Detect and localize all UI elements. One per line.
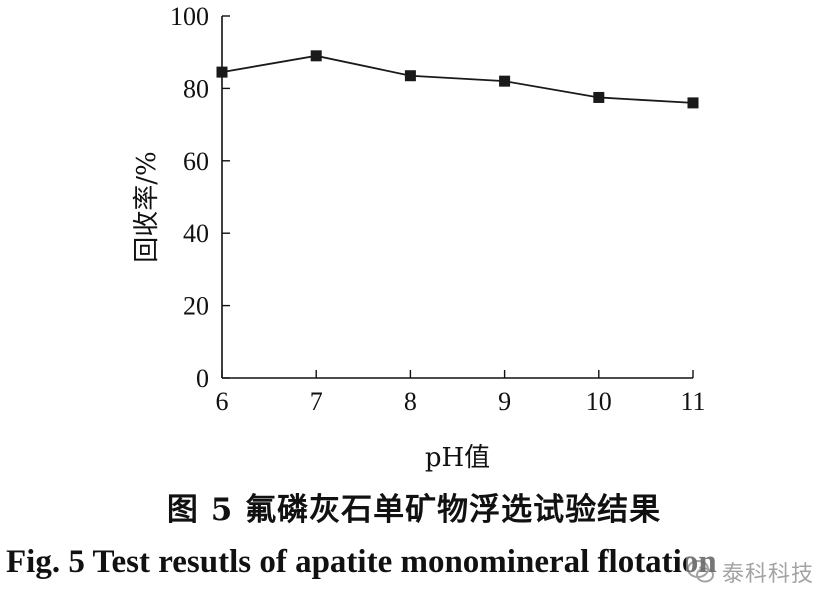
wechat-logo-icon bbox=[687, 560, 714, 583]
data-point-marker bbox=[216, 66, 228, 78]
data-point-marker bbox=[593, 91, 605, 103]
y-tick-label: 60 bbox=[183, 147, 209, 176]
y-tick-label: 80 bbox=[183, 74, 209, 103]
x-tick-label: 9 bbox=[498, 387, 511, 416]
series-line bbox=[221, 54, 694, 104]
y-tick-label: 40 bbox=[183, 219, 209, 248]
y-tick-label: 20 bbox=[183, 292, 209, 321]
x-tick-label: 6 bbox=[216, 387, 229, 416]
x-tick-label: 10 bbox=[586, 387, 612, 416]
y-tick-label: 100 bbox=[170, 2, 209, 31]
y-tick-label: 0 bbox=[196, 364, 209, 393]
data-point-marker bbox=[687, 97, 699, 109]
chart-series bbox=[216, 50, 699, 109]
watermark-text: 泰科科技 bbox=[722, 562, 815, 587]
chart-ticks: 0 20 40 60 80 100 6 7 8 9 10 11 bbox=[170, 2, 706, 416]
x-tick-label: 11 bbox=[680, 387, 705, 416]
x-axis-label: pH值 bbox=[425, 443, 490, 473]
line-chart: 0 20 40 60 80 100 6 7 8 9 10 11 pH值 回收率/% bbox=[132, 2, 706, 473]
data-point-marker bbox=[404, 70, 416, 82]
figure-caption-chinese: 图 5 氟磷灰石单矿物浮选试验结果 bbox=[166, 492, 662, 528]
data-point-marker bbox=[310, 50, 322, 62]
figure-caption-english: Fig. 5 Test resutls of apatite monominer… bbox=[6, 544, 717, 580]
x-tick-label: 8 bbox=[404, 387, 417, 416]
data-point-marker bbox=[499, 75, 511, 87]
x-tick-label: 7 bbox=[310, 387, 323, 416]
y-axis-label: 回收率/% bbox=[132, 151, 162, 262]
watermark: 泰科科技 bbox=[686, 555, 824, 589]
chart-axes bbox=[221, 16, 693, 379]
